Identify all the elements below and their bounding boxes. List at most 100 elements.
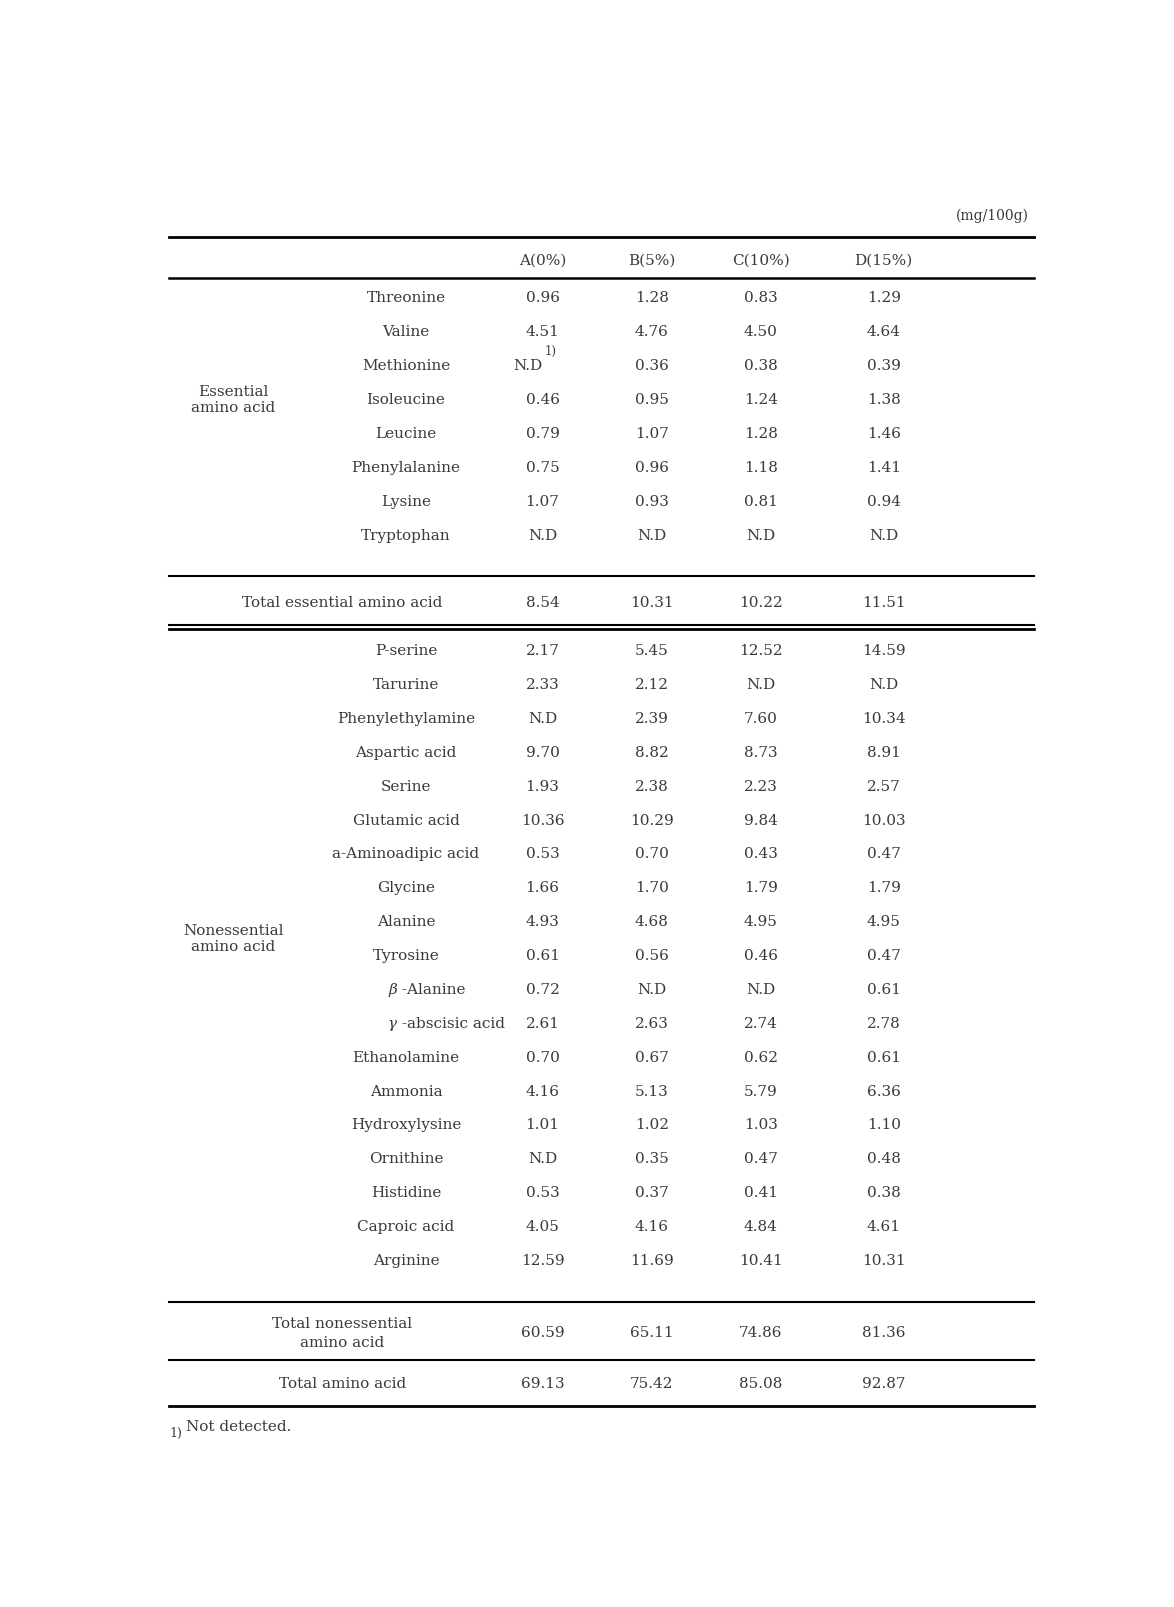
Text: 0.47: 0.47 (866, 948, 900, 963)
Text: Not detected.: Not detected. (185, 1419, 291, 1433)
Text: N.D: N.D (747, 529, 776, 542)
Text: D(15%): D(15%) (855, 254, 913, 267)
Text: 5.79: 5.79 (744, 1083, 777, 1098)
Text: N.D: N.D (513, 358, 542, 373)
Text: 1.70: 1.70 (635, 881, 669, 895)
Text: Glutamic acid: Glutamic acid (352, 813, 459, 828)
Text: 1.07: 1.07 (635, 427, 669, 440)
Text: 0.70: 0.70 (635, 847, 669, 861)
Text: B(5%): B(5%) (628, 254, 675, 267)
Text: 0.72: 0.72 (526, 982, 560, 996)
Text: 4.16: 4.16 (635, 1220, 669, 1233)
Text: N.D: N.D (747, 678, 776, 691)
Text: 7.60: 7.60 (744, 712, 778, 725)
Text: Arginine: Arginine (372, 1253, 439, 1268)
Text: 10.29: 10.29 (629, 813, 674, 828)
Text: Valine: Valine (383, 325, 430, 339)
Text: 6.36: 6.36 (866, 1083, 900, 1098)
Text: -Alanine: -Alanine (397, 982, 465, 996)
Text: 85.08: 85.08 (740, 1376, 783, 1390)
Text: 0.47: 0.47 (744, 1152, 778, 1165)
Text: 8.54: 8.54 (526, 596, 559, 611)
Text: Histidine: Histidine (371, 1186, 441, 1199)
Text: Nonessential
amino acid: Nonessential amino acid (183, 924, 283, 953)
Text: 0.39: 0.39 (866, 358, 900, 373)
Text: 1.93: 1.93 (526, 779, 560, 794)
Text: Leucine: Leucine (376, 427, 437, 440)
Text: 11.51: 11.51 (862, 596, 905, 611)
Text: N.D: N.D (747, 982, 776, 996)
Text: 0.53: 0.53 (526, 1186, 559, 1199)
Text: 1.18: 1.18 (744, 461, 778, 474)
Text: 0.61: 0.61 (866, 1049, 900, 1064)
Text: Aspartic acid: Aspartic acid (356, 746, 457, 759)
Text: C(10%): C(10%) (733, 254, 790, 267)
Text: 0.96: 0.96 (526, 291, 560, 305)
Text: N.D: N.D (528, 712, 558, 725)
Text: 4.05: 4.05 (526, 1220, 560, 1233)
Text: 2.39: 2.39 (635, 712, 669, 725)
Text: 0.67: 0.67 (635, 1049, 669, 1064)
Text: 81.36: 81.36 (862, 1326, 905, 1340)
Text: 0.96: 0.96 (635, 461, 669, 474)
Text: 4.84: 4.84 (744, 1220, 778, 1233)
Text: 4.95: 4.95 (866, 914, 900, 929)
Text: Ethanolamine: Ethanolamine (352, 1049, 459, 1064)
Text: 0.47: 0.47 (866, 847, 900, 861)
Text: 0.46: 0.46 (526, 392, 560, 407)
Text: 12.52: 12.52 (740, 644, 783, 657)
Text: Glycine: Glycine (377, 881, 436, 895)
Text: 11.69: 11.69 (629, 1253, 674, 1268)
Text: N.D: N.D (528, 1152, 558, 1165)
Text: 1.07: 1.07 (526, 495, 560, 508)
Text: P-serine: P-serine (375, 644, 437, 657)
Text: 4.93: 4.93 (526, 914, 560, 929)
Text: 0.35: 0.35 (635, 1152, 668, 1165)
Text: 8.82: 8.82 (635, 746, 668, 759)
Text: 0.75: 0.75 (526, 461, 559, 474)
Text: 65.11: 65.11 (630, 1326, 674, 1340)
Text: 0.94: 0.94 (866, 495, 900, 508)
Text: 0.41: 0.41 (744, 1186, 778, 1199)
Text: Isoleucine: Isoleucine (366, 392, 445, 407)
Text: Caproic acid: Caproic acid (357, 1220, 454, 1233)
Text: 9.70: 9.70 (526, 746, 560, 759)
Text: Total nonessential
amino acid: Total nonessential amino acid (272, 1316, 412, 1348)
Text: γ: γ (387, 1016, 397, 1030)
Text: 8.91: 8.91 (866, 746, 900, 759)
Text: 4.51: 4.51 (526, 325, 560, 339)
Text: 2.17: 2.17 (526, 644, 560, 657)
Text: 1.66: 1.66 (526, 881, 560, 895)
Text: 0.61: 0.61 (866, 982, 900, 996)
Text: 92.87: 92.87 (862, 1376, 905, 1390)
Text: 1.10: 1.10 (866, 1118, 900, 1131)
Text: 60.59: 60.59 (521, 1326, 565, 1340)
Text: Total amino acid: Total amino acid (278, 1376, 406, 1390)
Text: 4.76: 4.76 (635, 325, 669, 339)
Text: Total essential amino acid: Total essential amino acid (242, 596, 443, 611)
Text: 69.13: 69.13 (521, 1376, 565, 1390)
Text: 14.59: 14.59 (862, 644, 905, 657)
Text: 0.81: 0.81 (744, 495, 778, 508)
Text: 74.86: 74.86 (740, 1326, 783, 1340)
Text: 1.79: 1.79 (744, 881, 778, 895)
Text: N.D: N.D (869, 529, 898, 542)
Text: 1.38: 1.38 (866, 392, 900, 407)
Text: Tarurine: Tarurine (373, 678, 439, 691)
Text: Alanine: Alanine (377, 914, 436, 929)
Text: 9.84: 9.84 (744, 813, 778, 828)
Text: Serine: Serine (380, 779, 431, 794)
Text: 10.34: 10.34 (862, 712, 905, 725)
Text: 2.61: 2.61 (526, 1016, 560, 1030)
Text: 5.45: 5.45 (635, 644, 668, 657)
Text: N.D: N.D (637, 529, 667, 542)
Text: 2.33: 2.33 (526, 678, 559, 691)
Text: Tryptophan: Tryptophan (362, 529, 451, 542)
Text: 2.57: 2.57 (866, 779, 900, 794)
Text: 10.31: 10.31 (630, 596, 674, 611)
Text: 0.53: 0.53 (526, 847, 559, 861)
Text: 0.83: 0.83 (744, 291, 777, 305)
Text: 1.46: 1.46 (866, 427, 900, 440)
Text: 0.61: 0.61 (526, 948, 560, 963)
Text: 4.50: 4.50 (744, 325, 778, 339)
